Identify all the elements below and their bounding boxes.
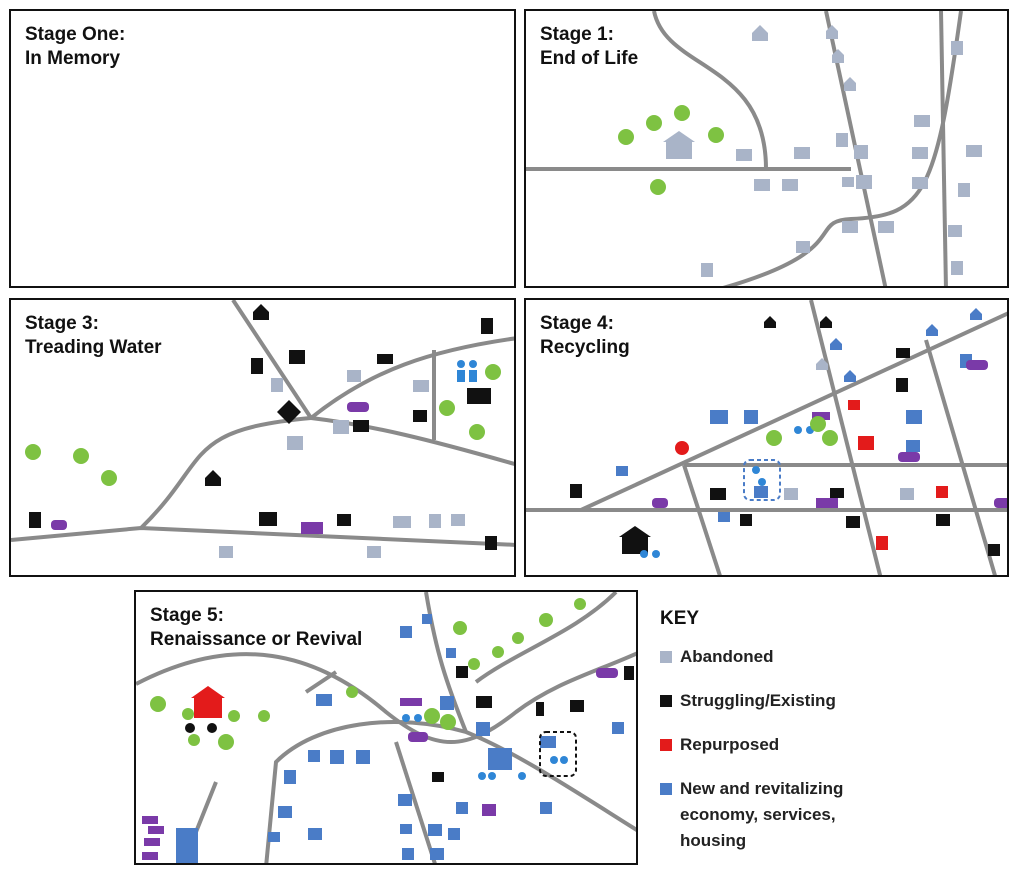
legend-swatch — [660, 651, 672, 663]
tree-icons — [766, 416, 838, 446]
abandoned-icons — [784, 358, 914, 500]
vehicle-icons — [51, 402, 369, 534]
stage-1-panel: Stage 1: End of Life — [524, 9, 1009, 288]
black-icons — [29, 304, 497, 550]
stage-one-panel: Stage One: In Memory — [9, 9, 516, 288]
legend-item-repurposed: Repurposed — [660, 732, 843, 758]
new-icons — [616, 308, 982, 522]
stage-3-map — [11, 300, 514, 558]
people-icons — [457, 360, 477, 382]
stage-5-panel: Stage 5: Renaissance or Revival — [134, 590, 638, 865]
stage-1-title: Stage 1: End of Life — [540, 24, 639, 69]
people-icons — [402, 714, 568, 780]
legend-item-abandoned: Abandoned — [660, 644, 843, 670]
black-icons — [570, 316, 1000, 556]
legend: KEY Abandoned Struggling/Existing Repurp… — [660, 608, 843, 872]
vehicle-icons — [142, 668, 618, 860]
legend-item-struggling: Struggling/Existing — [660, 688, 843, 714]
highlight-box — [539, 731, 577, 777]
stage-4-panel: Stage 4: Recycling — [524, 298, 1009, 577]
stage-4-title: Stage 4: Recycling — [540, 313, 630, 358]
repurposed-icons — [675, 400, 948, 550]
black-icons — [185, 666, 634, 782]
vehicle-icons — [652, 360, 1007, 508]
stage-3-title: Stage 3: Treading Water — [25, 313, 162, 358]
legend-title: KEY — [660, 608, 700, 629]
stage-1-map — [526, 11, 982, 286]
stage-3-panel: Stage 3: Treading Water — [9, 298, 516, 577]
stage-5-map — [136, 592, 636, 863]
stage-one-title: Stage One: In Memory — [25, 24, 126, 69]
new-icons — [176, 614, 624, 863]
legend-item-new: New and revitalizing economy, services, … — [660, 776, 843, 854]
legend-swatch — [660, 695, 672, 707]
stage-5-title: Stage 5: Renaissance or Revival — [150, 605, 363, 650]
tree-icons — [150, 598, 586, 750]
stage-4-map — [526, 300, 1007, 575]
legend-swatch — [660, 783, 672, 795]
tree-icons — [25, 364, 501, 486]
abandoned-icons — [219, 370, 465, 558]
people-icons — [640, 426, 814, 558]
legend-swatch — [660, 739, 672, 751]
tree-icons — [618, 105, 724, 195]
abandoned-icons — [663, 25, 982, 277]
repurposed-icons — [191, 686, 225, 718]
